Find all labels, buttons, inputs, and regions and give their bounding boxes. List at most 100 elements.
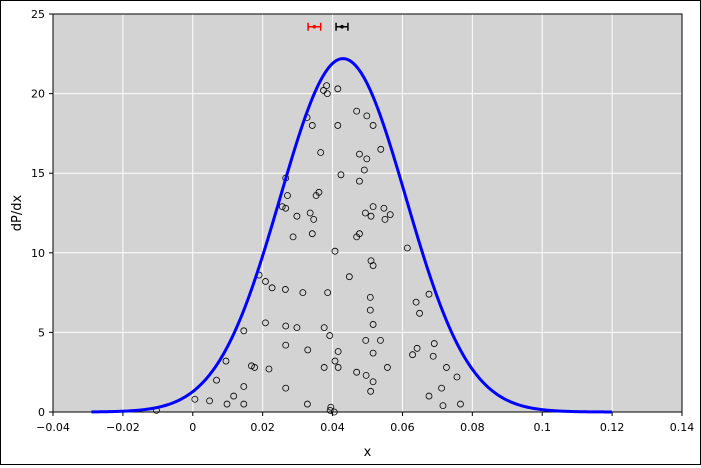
gaussian-curve (91, 57, 613, 414)
data-point (284, 192, 291, 199)
data-point (337, 171, 345, 179)
x-tick-label: 0.06 (390, 421, 415, 434)
error-bar-center (340, 24, 344, 29)
data-point (213, 376, 220, 384)
y-tick-label: 20 (31, 88, 45, 101)
data-point (363, 112, 371, 120)
data-point (416, 309, 423, 317)
data-point (353, 107, 361, 115)
x-tick-label: 0.1 (533, 421, 551, 434)
data-point (327, 403, 335, 411)
data-point (230, 392, 238, 400)
data-point (366, 306, 374, 314)
data-point (334, 122, 342, 129)
data-point (457, 400, 464, 408)
data-point (331, 357, 339, 365)
data-point (320, 324, 328, 332)
data-point (356, 177, 363, 185)
data-point (369, 349, 377, 357)
data-point (240, 383, 248, 390)
data-point (282, 384, 290, 392)
data-point (353, 368, 361, 376)
data-point (369, 262, 377, 269)
y-tick-labels: 0 5 10 15 20 25 (31, 8, 45, 419)
x-tick-label: 0.02 (250, 421, 275, 434)
data-point (299, 289, 307, 297)
data-point (369, 321, 377, 328)
data-point (369, 203, 377, 211)
x-tick-labels: −0.04 −0.02 0 0.02 0.04 0.06 0.08 0.1 0.12 0.14 (36, 421, 694, 434)
x-tick-label: 0.08 (460, 421, 485, 434)
y-tick-label: 15 (31, 167, 45, 180)
data-point (222, 357, 230, 365)
data-point (429, 352, 437, 360)
data-point (323, 90, 331, 97)
data-point (443, 364, 450, 371)
plot-area (53, 14, 682, 412)
data-point (289, 233, 297, 241)
data-point (413, 344, 421, 352)
data-point (345, 273, 353, 281)
x-tick-label: 0 (189, 421, 196, 434)
data-point (303, 400, 311, 408)
data-point (281, 286, 289, 293)
data-point (326, 407, 334, 414)
axes (49, 13, 683, 416)
data-point (438, 384, 445, 392)
data-point (334, 85, 342, 93)
data-point (265, 365, 273, 373)
data-point (386, 211, 394, 218)
data-point (262, 319, 269, 327)
data-point (293, 212, 301, 220)
data-point (403, 244, 411, 252)
data-point (384, 364, 391, 371)
y-tick-label: 0 (38, 406, 45, 419)
x-tick-label: 0.12 (600, 421, 625, 434)
y-tick-label: 10 (31, 247, 45, 260)
data-point (353, 233, 361, 241)
data-point (412, 298, 420, 306)
data-point (323, 82, 331, 90)
data-point (356, 150, 363, 158)
x-tick-label: 0.14 (670, 421, 695, 434)
data-point (334, 348, 342, 355)
data-point (425, 392, 433, 400)
data-point (251, 364, 259, 371)
data-point (425, 290, 433, 298)
data-point (362, 371, 370, 379)
data-point (439, 402, 447, 410)
data-point (304, 346, 312, 354)
data-point (320, 364, 328, 371)
plot-border (52, 13, 683, 413)
data-point (206, 397, 213, 405)
data-point (360, 166, 368, 174)
data-point (310, 215, 318, 223)
data-point (282, 322, 290, 330)
error-bar-black (335, 22, 349, 31)
data-point (369, 378, 377, 386)
data-point (240, 327, 248, 335)
data-point (330, 408, 338, 416)
error-bar-red (307, 22, 322, 31)
data-point (377, 145, 385, 153)
y-axis-label: dP/dx (10, 194, 25, 231)
data-point (306, 209, 314, 217)
data-point (248, 362, 255, 370)
data-point (331, 247, 339, 255)
data-point (381, 215, 389, 223)
data-point (362, 336, 370, 344)
data-point (453, 373, 461, 381)
x-tick-label: 0.04 (320, 421, 345, 434)
data-point (369, 122, 377, 129)
data-point (380, 204, 388, 212)
data-point (430, 340, 438, 347)
data-point (308, 230, 316, 238)
data-point (312, 192, 320, 199)
data-point (317, 149, 325, 156)
data-point (282, 341, 290, 349)
data-point (366, 293, 374, 301)
data-point (223, 400, 231, 408)
x-axis-label: x (364, 445, 372, 460)
